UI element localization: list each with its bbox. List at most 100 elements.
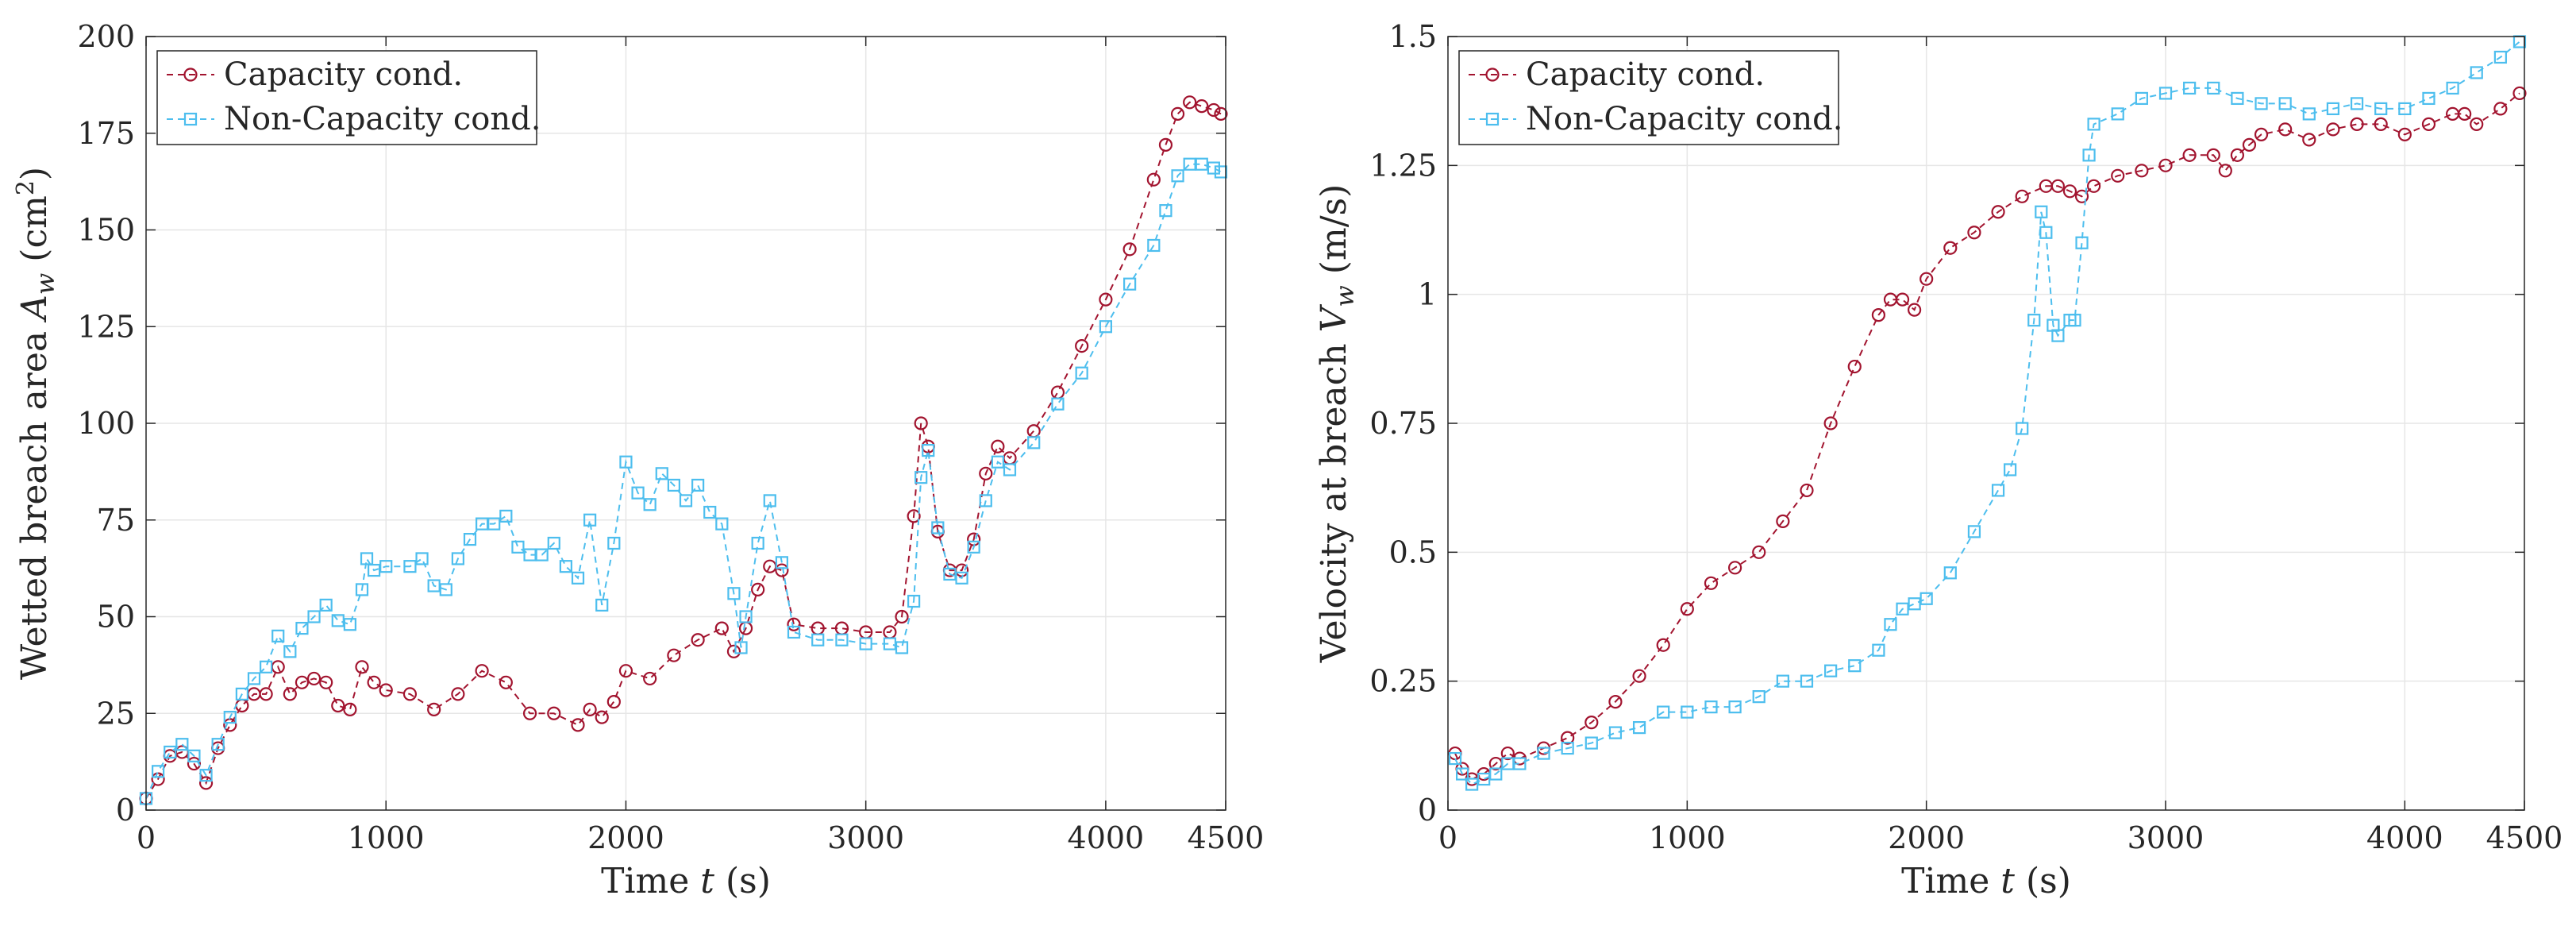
data-point-capacity	[2254, 127, 2269, 141]
data-point-capacity	[295, 675, 310, 689]
data-point-non-capacity	[1003, 463, 1017, 477]
data-point-capacity	[618, 664, 633, 678]
y-tick-label: 0	[1418, 793, 1437, 828]
data-point-capacity	[1680, 602, 1694, 616]
data-point-non-capacity	[2051, 329, 2065, 342]
data-point-non-capacity	[1027, 436, 1041, 450]
y-tick-label: 75	[97, 503, 135, 538]
legend-marker-non-capacity	[183, 112, 198, 126]
data-point-capacity	[1728, 561, 1742, 575]
y-tick-label: 125	[77, 309, 135, 344]
y-tick-label: 1.5	[1389, 19, 1437, 54]
data-point-non-capacity	[2278, 97, 2292, 110]
x-tick-label: 0	[1438, 820, 1457, 855]
data-point-non-capacity	[583, 513, 597, 527]
data-point-non-capacity	[2027, 314, 2041, 327]
data-point-capacity	[451, 687, 465, 701]
data-point-capacity	[667, 648, 681, 662]
data-point-capacity	[187, 756, 202, 771]
data-point-capacity	[787, 617, 801, 631]
y-axis-label: Wetted breach area Aw (cm2)	[12, 167, 63, 680]
data-point-non-capacity	[199, 769, 213, 782]
data-point-non-capacity	[2035, 205, 2048, 218]
series-group	[139, 95, 1228, 805]
data-point-non-capacity	[247, 672, 261, 685]
data-point-capacity	[1632, 669, 1646, 683]
data-point-non-capacity	[451, 552, 464, 565]
data-point-non-capacity	[643, 498, 657, 511]
data-point-capacity	[991, 439, 1005, 453]
data-point-non-capacity	[1967, 525, 1981, 538]
data-point-non-capacity	[1824, 664, 1838, 677]
data-point-capacity	[2374, 117, 2388, 131]
data-point-capacity	[547, 706, 561, 720]
data-point-capacity	[343, 702, 357, 716]
y-tick-label: 50	[97, 600, 135, 635]
x-tick-label: 4000	[1068, 820, 1145, 855]
data-point-capacity	[2493, 102, 2508, 116]
data-point-non-capacity	[2039, 226, 2053, 239]
data-point-non-capacity	[715, 517, 729, 531]
data-point-capacity	[259, 687, 273, 701]
grid	[146, 37, 1226, 810]
data-point-non-capacity	[703, 505, 717, 519]
legend-item-capacity: Capacity cond.	[167, 56, 463, 93]
data-point-non-capacity	[859, 637, 872, 650]
data-point-non-capacity	[811, 633, 825, 646]
data-point-capacity	[2242, 137, 2257, 152]
data-point-capacity	[1584, 716, 1599, 730]
data-point-non-capacity	[283, 645, 297, 658]
y-tick-label: 1	[1418, 277, 1437, 312]
data-point-non-capacity	[667, 478, 680, 492]
data-point-non-capacity	[2183, 81, 2197, 95]
data-point-non-capacity	[1561, 741, 1574, 755]
data-point-non-capacity	[2207, 81, 2220, 95]
data-point-non-capacity	[319, 598, 333, 612]
x-tick-label: 3000	[827, 820, 904, 855]
data-point-non-capacity	[2004, 463, 2017, 477]
chart-velocity: 0 1000 2000 3000 4000 4500 0 0.25 0.5 0.75 1 1.25 1.…	[1314, 19, 2563, 901]
data-point-non-capacity	[2374, 102, 2388, 116]
data-point-capacity	[331, 698, 345, 713]
x-tick-label: 4500	[1188, 820, 1265, 855]
legend-item-capacity: Capacity cond.	[1469, 56, 1765, 93]
data-point-non-capacity	[1728, 700, 1742, 714]
data-point-non-capacity	[427, 579, 441, 592]
data-point-capacity	[914, 416, 928, 430]
data-point-capacity	[726, 644, 741, 658]
data-point-capacity	[1099, 292, 1113, 307]
data-point-non-capacity	[631, 486, 645, 500]
series-line-non-capacity	[145, 163, 1222, 799]
x-tick-label: 3000	[2127, 820, 2204, 855]
data-point-capacity	[2218, 164, 2232, 178]
data-point-non-capacity	[1171, 169, 1184, 183]
data-point-non-capacity	[1537, 747, 1550, 760]
data-point-non-capacity	[835, 633, 849, 646]
y-tick-label: 175	[77, 116, 135, 151]
data-point-capacity	[1704, 576, 1719, 590]
data-point-capacity	[475, 664, 489, 678]
y-tick-label: 150	[77, 213, 135, 248]
data-point-non-capacity	[1448, 751, 1462, 766]
data-point-non-capacity	[2326, 102, 2340, 116]
data-point-non-capacity	[331, 614, 345, 627]
legend-label-capacity: Capacity cond.	[224, 56, 463, 93]
data-point-non-capacity	[679, 494, 693, 507]
data-point-non-capacity	[1159, 204, 1172, 218]
y-tick-label: 200	[77, 19, 135, 54]
data-point-non-capacity	[2075, 236, 2089, 249]
data-point-non-capacity	[360, 552, 374, 565]
data-point-non-capacity	[2302, 107, 2316, 121]
data-point-non-capacity	[775, 556, 788, 569]
ticks: 0 1000 2000 3000 4000 4500 0 25 50 75 100 125 150 175…	[77, 19, 1264, 855]
data-point-non-capacity	[547, 536, 560, 550]
data-point-non-capacity	[1195, 157, 1208, 171]
data-point-capacity	[2015, 189, 2029, 203]
data-point-non-capacity	[415, 552, 429, 565]
data-point-non-capacity	[595, 598, 609, 612]
x-tick-label: 4500	[2486, 820, 2563, 855]
data-point-non-capacity	[559, 560, 572, 573]
data-point-capacity	[306, 671, 322, 686]
data-point-non-capacity	[307, 610, 321, 623]
